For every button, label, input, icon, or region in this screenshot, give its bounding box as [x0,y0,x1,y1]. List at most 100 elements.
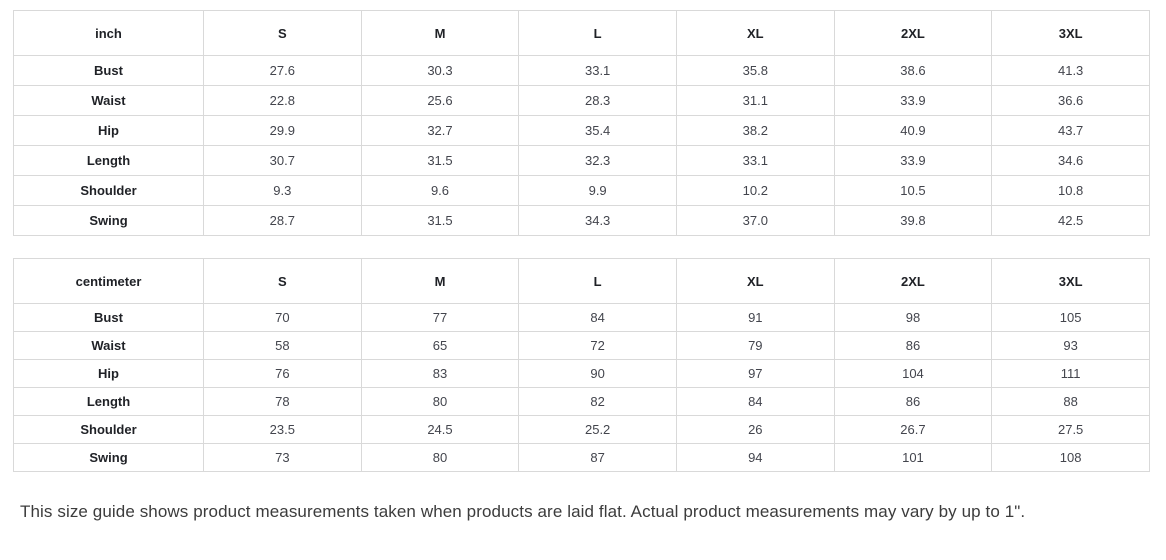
measurement-value-cell: 58 [203,331,362,360]
table-row: Hip 29.9 32.7 35.4 38.2 40.9 43.7 [13,115,1150,146]
table-row: Hip 76 83 90 97 104 111 [13,359,1150,388]
measurement-value-cell: 42.5 [991,205,1150,236]
size-header-cell: 3XL [991,258,1150,304]
measurement-value-cell: 82 [518,387,677,416]
measurement-value-cell: 28.7 [203,205,362,236]
size-header-cell: 3XL [991,10,1150,56]
measurement-value-cell: 22.8 [203,85,362,116]
measurement-value-cell: 39.8 [833,205,993,236]
measurement-value-cell: 23.5 [203,415,362,444]
measurement-value-cell: 104 [833,359,993,388]
measurement-value-cell: 78 [203,387,362,416]
measurement-label-cell: Swing [13,205,204,236]
measurement-value-cell: 80 [360,443,520,472]
measurement-value-cell: 72 [518,331,677,360]
size-header-cell: M [360,258,520,304]
measurement-value-cell: 35.8 [675,55,835,86]
measurement-value-cell: 73 [203,443,362,472]
measurement-value-cell: 10.8 [991,175,1150,206]
table-row: Length 78 80 82 84 86 88 [13,387,1150,416]
measurement-label-cell: Length [13,387,204,416]
measurement-label-cell: Shoulder [13,175,204,206]
measurement-value-cell: 79 [675,331,835,360]
size-header-cell: 2XL [833,10,993,56]
table-row: Bust 70 77 84 91 98 105 [13,303,1150,332]
measurement-value-cell: 31.1 [675,85,835,116]
measurement-value-cell: 25.2 [518,415,677,444]
unit-header-cell: centimeter [13,258,204,304]
measurement-value-cell: 32.7 [360,115,520,146]
measurement-label-cell: Hip [13,115,204,146]
measurement-value-cell: 27.6 [203,55,362,86]
measurement-value-cell: 40.9 [833,115,993,146]
measurement-value-cell: 108 [991,443,1150,472]
measurement-value-cell: 77 [360,303,520,332]
size-table-inch: inch S M L XL 2XL 3XL Bust 27.6 30.3 33.1 35.8 38.6 4… [13,10,1150,236]
table-row: Waist 22.8 25.6 28.3 31.1 33.9 36.6 [13,85,1150,116]
size-table-centimeter: centimeter S M L XL 2XL 3XL Bust 70 77 84 91 98 105 Wa… [13,258,1150,472]
measurement-value-cell: 10.2 [675,175,835,206]
measurement-value-cell: 90 [518,359,677,388]
measurement-value-cell: 28.3 [518,85,677,116]
measurement-value-cell: 30.7 [203,145,362,176]
measurement-value-cell: 38.2 [675,115,835,146]
measurement-label-cell: Hip [13,359,204,388]
size-header-cell: S [203,10,362,56]
measurement-value-cell: 111 [991,359,1150,388]
measurement-value-cell: 86 [833,331,993,360]
measurement-value-cell: 31.5 [360,145,520,176]
measurement-value-cell: 10.5 [833,175,993,206]
measurement-value-cell: 87 [518,443,677,472]
measurement-value-cell: 83 [360,359,520,388]
measurement-value-cell: 33.9 [833,145,993,176]
measurement-value-cell: 91 [675,303,835,332]
size-table-header-row: inch S M L XL 2XL 3XL [13,10,1150,56]
size-header-cell: XL [675,258,835,304]
measurement-value-cell: 101 [833,443,993,472]
measurement-label-cell: Bust [13,55,204,86]
measurement-label-cell: Swing [13,443,204,472]
size-header-cell: M [360,10,520,56]
measurement-value-cell: 88 [991,387,1150,416]
size-header-cell: L [518,10,677,56]
measurement-label-cell: Length [13,145,204,176]
measurement-value-cell: 86 [833,387,993,416]
size-header-cell: S [203,258,362,304]
measurement-value-cell: 32.3 [518,145,677,176]
measurement-value-cell: 30.3 [360,55,520,86]
measurement-value-cell: 98 [833,303,993,332]
measurement-value-cell: 84 [675,387,835,416]
measurement-value-cell: 26.7 [833,415,993,444]
measurement-value-cell: 33.1 [518,55,677,86]
size-table-header-row: centimeter S M L XL 2XL 3XL [13,258,1150,304]
measurement-value-cell: 105 [991,303,1150,332]
table-row: Bust 27.6 30.3 33.1 35.8 38.6 41.3 [13,55,1150,86]
measurement-value-cell: 93 [991,331,1150,360]
table-row: Shoulder 9.3 9.6 9.9 10.2 10.5 10.8 [13,175,1150,206]
table-row: Waist 58 65 72 79 86 93 [13,331,1150,360]
measurement-value-cell: 9.9 [518,175,677,206]
size-guide-note: This size guide shows product measuremen… [20,502,1026,521]
measurement-value-cell: 34.3 [518,205,677,236]
measurement-value-cell: 9.3 [203,175,362,206]
size-header-cell: 2XL [833,258,993,304]
measurement-value-cell: 70 [203,303,362,332]
measurement-label-cell: Shoulder [13,415,204,444]
unit-header-cell: inch [13,10,204,56]
measurement-value-cell: 37.0 [675,205,835,236]
table-row: Shoulder 23.5 24.5 25.2 26 26.7 27.5 [13,415,1150,444]
measurement-value-cell: 80 [360,387,520,416]
size-header-cell: XL [675,10,835,56]
measurement-value-cell: 27.5 [991,415,1150,444]
measurement-label-cell: Waist [13,85,204,116]
measurement-value-cell: 38.6 [833,55,993,86]
measurement-value-cell: 76 [203,359,362,388]
measurement-value-cell: 41.3 [991,55,1150,86]
measurement-value-cell: 33.1 [675,145,835,176]
table-row: Swing 73 80 87 94 101 108 [13,443,1150,472]
measurement-value-cell: 84 [518,303,677,332]
measurement-value-cell: 33.9 [833,85,993,116]
measurement-label-cell: Waist [13,331,204,360]
measurement-value-cell: 43.7 [991,115,1150,146]
